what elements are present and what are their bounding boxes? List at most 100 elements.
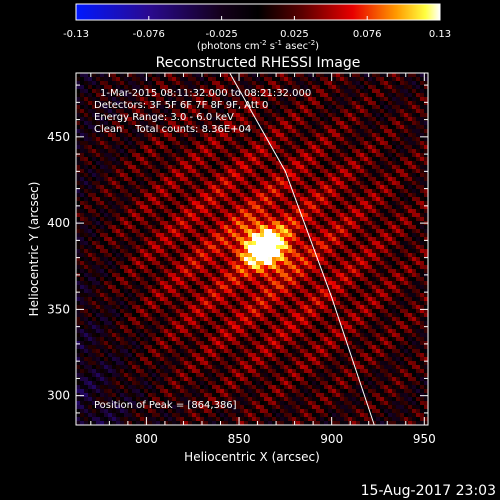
heatmap-cell [240, 329, 245, 334]
heatmap-cell [104, 421, 109, 425]
heatmap-cell [252, 309, 257, 314]
heatmap-cell [184, 193, 189, 198]
heatmap-cell [76, 365, 81, 370]
heatmap-cell [92, 393, 97, 398]
heatmap-cell [212, 113, 217, 118]
heatmap-cell [128, 185, 133, 190]
heatmap-cell [88, 253, 93, 258]
heatmap-cell [132, 113, 137, 118]
heatmap-cell [168, 77, 173, 82]
heatmap-cell [168, 377, 173, 382]
heatmap-cell [140, 229, 145, 234]
heatmap-cell [116, 373, 121, 378]
heatmap-cell [168, 261, 173, 266]
heatmap-cell [220, 349, 225, 354]
heatmap-cell [84, 381, 89, 386]
heatmap-cell [300, 241, 305, 246]
heatmap-cell [208, 141, 213, 146]
heatmap-cell [280, 237, 285, 242]
heatmap-cell [276, 113, 281, 118]
heatmap-cell [236, 269, 241, 274]
heatmap-cell [132, 253, 137, 258]
heatmap-cell [132, 217, 137, 222]
heatmap-cell [184, 73, 189, 78]
heatmap-cell [208, 393, 213, 398]
heatmap-cell [136, 97, 141, 102]
heatmap-cell [172, 105, 177, 110]
heatmap-cell [140, 297, 145, 302]
heatmap-cell [180, 201, 185, 206]
heatmap-cell [256, 393, 261, 398]
heatmap-cell [292, 109, 297, 114]
heatmap-cell [300, 197, 305, 202]
heatmap-cell [240, 421, 245, 425]
heatmap-cell [144, 181, 149, 186]
heatmap-cell [156, 309, 161, 314]
heatmap-cell [252, 193, 257, 198]
heatmap-cell [120, 349, 125, 354]
heatmap-cell [112, 73, 117, 78]
heatmap-cell [212, 197, 217, 202]
heatmap-cell [156, 165, 161, 170]
heatmap-cell [76, 397, 81, 402]
heatmap-cell [192, 333, 197, 338]
heatmap-cell [276, 189, 281, 194]
heatmap-cell [300, 229, 305, 234]
heatmap-cell [168, 177, 173, 182]
heatmap-cell [296, 141, 301, 146]
heatmap-cell [84, 409, 89, 414]
heatmap-cell [208, 289, 213, 294]
heatmap-cell [200, 261, 205, 266]
heatmap-cell [264, 421, 269, 425]
heatmap-cell [292, 301, 297, 306]
heatmap-cell [224, 229, 229, 234]
heatmap-cell [140, 201, 145, 206]
heatmap-cell [184, 309, 189, 314]
heatmap-cell [300, 81, 305, 86]
heatmap-cell [248, 421, 253, 425]
heatmap-cell [224, 309, 229, 314]
heatmap-cell [152, 397, 157, 402]
heatmap-cell [264, 129, 269, 134]
heatmap-cell [136, 377, 141, 382]
heatmap-cell [184, 81, 189, 86]
heatmap-cell [288, 301, 293, 306]
heatmap-cell [260, 185, 265, 190]
heatmap-cell [236, 285, 241, 290]
heatmap-cell [220, 257, 225, 262]
heatmap-cell [100, 221, 105, 226]
heatmap-cell [132, 277, 137, 282]
heatmap-cell [104, 357, 109, 362]
heatmap-cell [172, 293, 177, 298]
heatmap-cell [168, 333, 173, 338]
heatmap-cell [164, 229, 169, 234]
heatmap-cell [296, 101, 301, 106]
heatmap-cell [288, 157, 293, 162]
heatmap-cell [212, 321, 217, 326]
heatmap-cell [76, 133, 81, 138]
heatmap-cell [268, 145, 273, 150]
heatmap-cell [92, 277, 97, 282]
heatmap-cell [116, 241, 121, 246]
heatmap-cell [184, 325, 189, 330]
heatmap-cell [180, 345, 185, 350]
heatmap-cell [124, 153, 129, 158]
heatmap-cell [96, 173, 101, 178]
heatmap-cell [256, 421, 261, 425]
heatmap-cell [132, 273, 137, 278]
heatmap-cell [132, 173, 137, 178]
heatmap-cell [120, 333, 125, 338]
heatmap-cell [292, 169, 297, 174]
heatmap-cell [268, 153, 273, 158]
heatmap-cell [76, 121, 81, 126]
heatmap-cell [84, 373, 89, 378]
heatmap-cell [96, 85, 101, 90]
heatmap-cell [288, 289, 293, 294]
heatmap-cell [116, 193, 121, 198]
heatmap-cell [260, 141, 265, 146]
heatmap-cell [272, 333, 277, 338]
heatmap-cell [268, 105, 273, 110]
heatmap-cell [128, 233, 133, 238]
heatmap-cell [124, 289, 129, 294]
heatmap-cell [144, 129, 149, 134]
